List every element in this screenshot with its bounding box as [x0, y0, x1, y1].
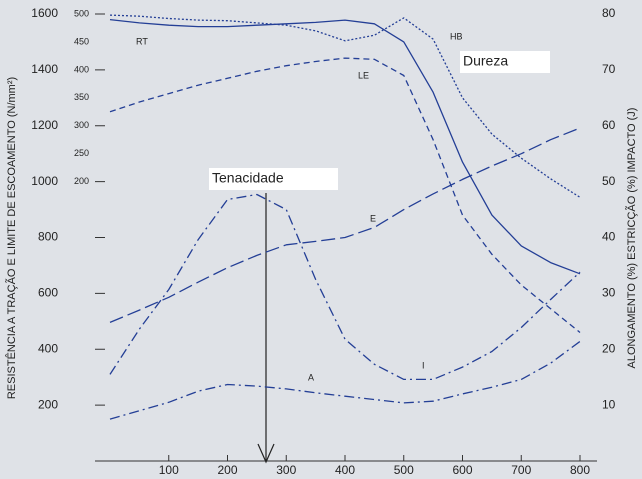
y3-tick-label: 450	[74, 36, 89, 46]
series-line	[109, 57, 581, 334]
x-tick-label: 500	[394, 463, 414, 477]
annotation-box	[209, 168, 338, 190]
y3-tick-label: 400	[74, 64, 89, 74]
x-tick-label: 300	[276, 463, 296, 477]
y2-tick-label: 50	[602, 174, 616, 188]
y3-tick-label: 500	[74, 8, 89, 18]
annotation-box	[460, 51, 550, 73]
series-label: LE	[358, 70, 369, 80]
y-tick-label: 1600	[31, 6, 58, 20]
y-tick-label: 1400	[31, 62, 58, 76]
x-tick-label: 700	[511, 463, 531, 477]
x-tick-label: 600	[452, 463, 472, 477]
y-tick-label: 1200	[31, 118, 58, 132]
x-tick-label: 800	[570, 463, 590, 477]
y-tick-label: 1000	[31, 174, 58, 188]
series-line	[109, 14, 581, 198]
y-tick-label: 400	[38, 341, 58, 355]
series-line	[109, 127, 581, 323]
annotation: Dureza	[463, 53, 508, 69]
y2-tick-label: 30	[602, 286, 616, 300]
y-tick-label: 200	[38, 397, 58, 411]
y3-tick-label: 250	[74, 148, 89, 158]
y3-tick-label: 300	[74, 120, 89, 130]
annotation: Tenacidade	[212, 170, 284, 186]
y2-tick-label: 20	[602, 341, 616, 355]
y2-tick-label: 40	[602, 230, 616, 244]
series-label: HB	[450, 31, 463, 41]
y2-tick-label: 10	[602, 397, 616, 411]
series-line	[109, 340, 581, 420]
y-tick-label: 800	[38, 230, 58, 244]
series-label: I	[422, 360, 425, 370]
series-label: A	[308, 372, 314, 382]
x-tick-label: 100	[159, 463, 179, 477]
series-label: E	[370, 213, 376, 223]
series-line	[109, 193, 581, 381]
y2-axis-title: ALONGAMENTO (%) ESTRICÇÃO (%) IMPACTO (J…	[625, 108, 638, 369]
y3-tick-label: 200	[74, 176, 89, 186]
arrow-head	[257, 443, 275, 464]
y2-tick-label: 60	[602, 118, 616, 132]
y2-tick-label: 80	[602, 6, 616, 20]
series-line	[109, 18, 581, 275]
y-tick-label: 600	[38, 286, 58, 300]
x-tick-label: 400	[335, 463, 355, 477]
x-tick-label: 200	[217, 463, 237, 477]
y3-tick-label: 350	[74, 92, 89, 102]
y2-tick-label: 70	[602, 62, 616, 76]
series-label: RT	[136, 36, 148, 46]
y-axis-title: RESISTÊNCIA A TRAÇÃO E LIMITE DE ESCOAME…	[5, 77, 18, 399]
